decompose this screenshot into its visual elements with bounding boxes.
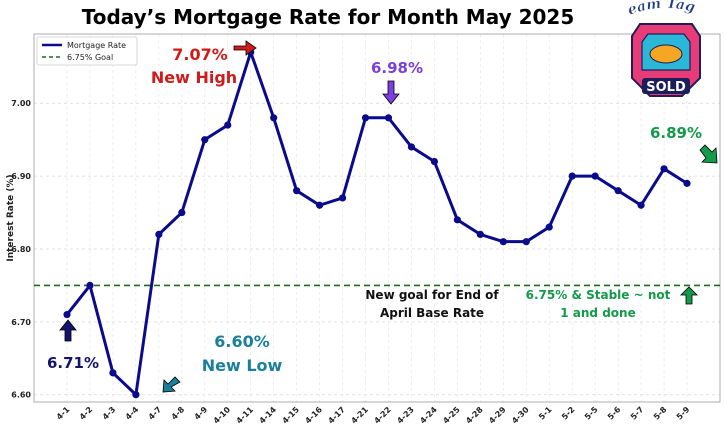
- data-point: [407, 143, 416, 151]
- arrow-up-icon: [680, 286, 698, 305]
- arrow-down-icon: [382, 80, 400, 105]
- plot-frame: [33, 33, 721, 403]
- data-point: [614, 187, 622, 195]
- legend-mortgage-rate: Mortgage Rate: [67, 41, 126, 50]
- y-tick-label: 6.80: [11, 245, 31, 254]
- data-point: [683, 179, 691, 187]
- y-axis-label: Interest Rate (%): [6, 174, 16, 261]
- data-point: [591, 172, 599, 180]
- data-point: [476, 230, 484, 238]
- data-point: [499, 238, 507, 246]
- x-tick-label: 5-5: [583, 405, 600, 422]
- legend-goal: 6.75% Goal: [67, 53, 113, 62]
- x-tick-label: 5-9: [675, 405, 692, 422]
- x-tick-label: 4-8: [170, 405, 187, 422]
- data-point: [637, 201, 645, 209]
- x-tick-label: 4-15: [281, 405, 302, 426]
- x-tick-label: 4-16: [303, 405, 324, 426]
- annotation-last-value: 6.89%: [650, 124, 702, 142]
- logo-bottom-text: SOLD: [646, 80, 686, 95]
- series-line-mortgage-rate: [65, 50, 688, 397]
- x-tick-label: 4-22: [372, 405, 393, 426]
- x-tick-label: 5-7: [629, 405, 646, 422]
- x-tick-label: 4-21: [349, 405, 370, 426]
- data-point: [545, 223, 553, 231]
- x-tick-label: 4-1: [55, 405, 72, 422]
- x-tick-label: 4-11: [235, 405, 256, 426]
- grid: [34, 34, 720, 402]
- y-tick-label: 7.00: [11, 99, 31, 108]
- data-point: [224, 121, 232, 129]
- data-point: [522, 238, 530, 246]
- data-point: [430, 157, 439, 166]
- x-tick-label: 4-30: [510, 405, 531, 426]
- data-point: [63, 310, 71, 319]
- x-tick-label: 4-7: [147, 405, 164, 422]
- x-tick-label: 4-28: [464, 405, 485, 426]
- y-axis: 6.60 6.70 6.80 6.90 7.00: [11, 99, 31, 399]
- x-tick-label: 5-6: [606, 405, 623, 422]
- data-point: [293, 187, 301, 195]
- x-tick-label: 4-24: [418, 405, 439, 426]
- annotation-goal-line2: April Base Rate: [380, 306, 484, 320]
- annotations: 7.07% New High 6.98% 6.89% 6.60% New Low…: [47, 40, 718, 393]
- x-tick-label: 5-1: [537, 405, 554, 422]
- data-point: [361, 114, 370, 122]
- arrow-down-right-icon: [699, 144, 718, 164]
- handshake-icon: [649, 44, 683, 64]
- annotation-peak2-value: 6.98%: [371, 59, 423, 77]
- x-tick-label: 4-4: [124, 405, 141, 422]
- data-point: [270, 114, 278, 122]
- annotation-low-label: New Low: [202, 356, 283, 375]
- x-axis: 4-1 4-2 4-3 4-4 4-7 4-8 4-9 4-10 4-11 4-14 4-15 4-1…: [55, 405, 692, 426]
- arrow-right-icon: [233, 40, 257, 56]
- x-tick-label: 4-3: [101, 405, 118, 422]
- arrow-up-icon: [59, 319, 77, 342]
- arrow-down-left-icon: [162, 376, 181, 393]
- x-tick-label: 4-2: [78, 405, 95, 422]
- legend: Mortgage Rate 6.75% Goal: [36, 36, 138, 66]
- annotation-high-value: 7.07%: [172, 45, 228, 64]
- annotation-low-value: 6.60%: [214, 332, 270, 351]
- x-tick-label: 4-23: [395, 405, 416, 426]
- x-tick-label: 4-25: [441, 405, 462, 426]
- data-point: [86, 281, 94, 290]
- logo-sold-plate: [642, 78, 690, 94]
- annotation-start-value: 6.71%: [47, 354, 99, 372]
- data-point: [660, 165, 668, 173]
- data-point: [132, 391, 140, 399]
- data-point: [315, 201, 324, 209]
- annotation-goal-line1: New goal for End of: [365, 288, 499, 302]
- data-point: [338, 194, 347, 202]
- annotation-high-label: New High: [151, 68, 237, 87]
- x-tick-label: 5-8: [652, 405, 669, 422]
- data-point: [568, 172, 576, 180]
- y-tick-label: 6.60: [11, 391, 31, 400]
- y-tick-label: 6.70: [11, 318, 31, 327]
- data-point: [155, 230, 163, 238]
- x-tick-label: 4-10: [212, 405, 233, 426]
- data-point: [201, 136, 209, 144]
- x-tick-label: 4-29: [487, 405, 508, 426]
- annotation-stable-line2: 1 and done: [560, 306, 635, 320]
- data-point: [109, 369, 117, 377]
- x-tick-label: 4-17: [326, 405, 347, 426]
- x-tick-label: 5-2: [560, 405, 577, 422]
- data-points: [63, 48, 691, 399]
- y-tick-label: 6.90: [11, 172, 31, 181]
- data-point: [384, 114, 393, 122]
- data-point: [178, 208, 186, 217]
- annotation-stable-line1: 6.75% & Stable ~ not: [526, 288, 671, 302]
- chart-title: Today’s Mortgage Rate for Month May 2025: [82, 5, 575, 29]
- data-point: [453, 216, 461, 224]
- x-tick-label: 4-14: [258, 405, 279, 426]
- x-tick-label: 4-9: [193, 405, 210, 422]
